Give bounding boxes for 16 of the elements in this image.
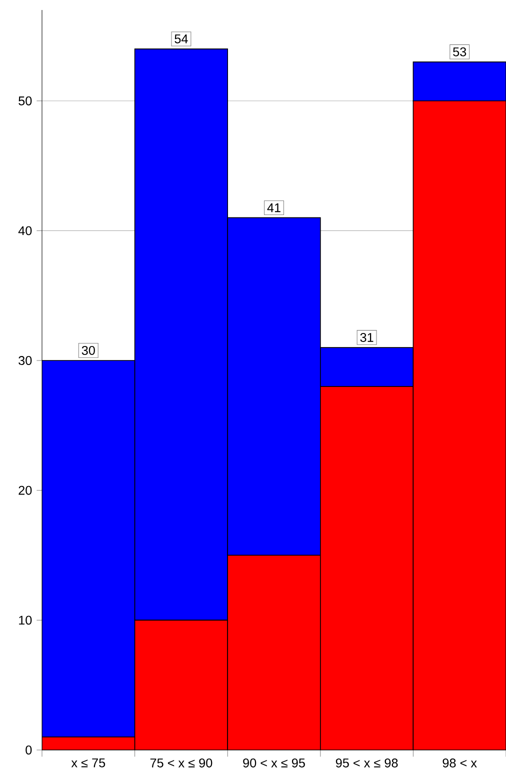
x-tick-label: x ≤ 75 bbox=[71, 758, 106, 768]
y-tick-label: 10 bbox=[19, 616, 32, 625]
y-tick-label: 20 bbox=[18, 486, 32, 495]
total-label: 30 bbox=[82, 346, 95, 355]
y-tick-label: 50 bbox=[18, 96, 32, 106]
total-label: 53 bbox=[453, 47, 466, 56]
x-tick-label: 98 < x bbox=[442, 758, 477, 768]
y-tick-label: 40 bbox=[18, 226, 32, 236]
total-label: 54 bbox=[174, 34, 188, 44]
y-tick-label: 0 bbox=[26, 746, 32, 754]
x-tick-label: 90 < x ≤ 95 bbox=[243, 758, 305, 768]
x-tick-label: 95 < x ≤ 98 bbox=[336, 758, 398, 768]
total-label: 41 bbox=[267, 203, 280, 212]
y-tick-label: 30 bbox=[18, 356, 32, 366]
x-tick-label: 75 < x ≤ 90 bbox=[150, 758, 212, 768]
total-label: 31 bbox=[360, 332, 374, 342]
